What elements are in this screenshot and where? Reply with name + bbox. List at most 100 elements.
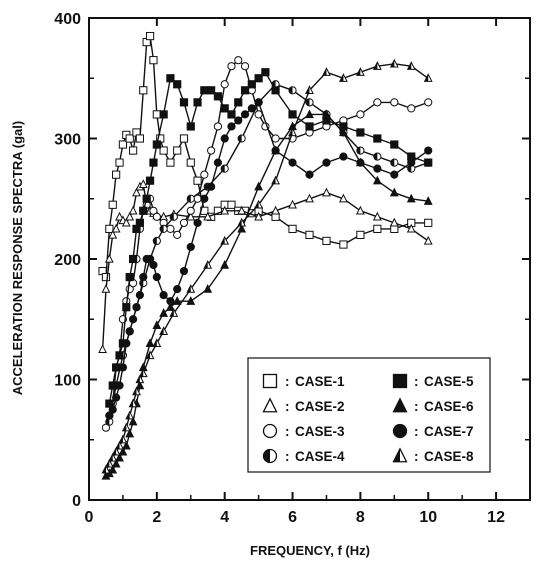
legend-separator: : (414, 374, 419, 389)
x-tick-label: 4 (220, 509, 229, 526)
data-point (254, 181, 264, 191)
data-point (423, 235, 433, 245)
data-point (152, 110, 161, 119)
data-point (227, 200, 236, 209)
data-point (193, 176, 202, 185)
data-point (254, 74, 263, 83)
legend-separator: : (285, 449, 290, 464)
data-point (138, 368, 148, 378)
data-point (203, 284, 213, 293)
series-case-1 (98, 31, 433, 282)
data-point (105, 411, 114, 420)
data-point (166, 297, 175, 306)
data-point (135, 374, 145, 384)
data-point (112, 363, 121, 372)
data-point (108, 452, 118, 462)
data-point (149, 158, 158, 167)
data-point (138, 179, 148, 188)
data-point (271, 86, 280, 95)
data-point (186, 211, 196, 221)
data-point (145, 31, 155, 41)
data-point (271, 146, 280, 155)
legend-separator: : (285, 399, 290, 414)
data-point (125, 428, 135, 438)
series-line-case-7 (108, 101, 429, 416)
data-point (372, 61, 382, 70)
data-point (115, 381, 124, 390)
data-point (128, 398, 138, 408)
legend-label: CASE-5 (424, 374, 474, 389)
data-point (159, 308, 169, 317)
y-tick-label: 200 (54, 252, 81, 269)
data-point (424, 146, 433, 155)
data-point (200, 86, 209, 95)
data-point (139, 272, 148, 282)
data-point (135, 218, 144, 227)
data-point (98, 344, 107, 354)
data-point (145, 254, 155, 264)
data-point (142, 194, 151, 203)
data-point (108, 464, 118, 474)
legend-separator: : (414, 399, 419, 414)
data-point (186, 122, 195, 131)
series-case-8 (101, 58, 433, 474)
data-point (169, 308, 179, 317)
data-point (240, 110, 250, 119)
data-point (227, 110, 236, 119)
series-case-6 (101, 109, 433, 480)
legend-items: : CASE-1: CASE-2: CASE-3: CASE-4: CASE-5: CASE… (262, 373, 474, 464)
data-point (220, 164, 229, 173)
x-tick-label: 8 (356, 509, 365, 526)
data-point (200, 170, 209, 179)
data-point (173, 80, 182, 89)
data-point (406, 61, 416, 70)
legend-item-case-5: : CASE-5 (392, 373, 474, 389)
data-point (112, 170, 121, 179)
x-tick-label: 10 (419, 509, 437, 526)
legend-marker (262, 397, 278, 413)
legend-separator: : (285, 374, 290, 389)
legend-separator: : (414, 449, 419, 464)
data-point (423, 73, 433, 82)
data-point (186, 158, 195, 167)
data-point (207, 182, 216, 191)
data-point (234, 56, 243, 65)
data-point (322, 109, 331, 119)
data-point (356, 158, 365, 167)
data-point (159, 224, 168, 233)
data-point (108, 381, 117, 390)
data-point (152, 320, 162, 329)
y-tick-label: 400 (54, 11, 81, 28)
data-point (424, 158, 433, 167)
data-point (115, 440, 124, 450)
data-point (288, 158, 297, 167)
data-point (322, 158, 331, 167)
data-point (423, 196, 433, 205)
data-point (288, 127, 297, 137)
legend-marker (262, 373, 278, 389)
data-point (118, 140, 128, 149)
data-point (305, 85, 314, 94)
data-point (132, 303, 141, 312)
y-axis-title: ACCELERATION RESPONSE SPECTRA (gal) (10, 121, 25, 395)
data-point (152, 212, 161, 221)
data-point (220, 205, 230, 215)
data-point (112, 393, 121, 402)
x-tick-label: 12 (487, 509, 505, 526)
legend-item-case-8: : CASE-8 (392, 447, 474, 464)
data-point (179, 218, 189, 227)
data-point (407, 104, 416, 113)
data-point (193, 98, 202, 107)
data-point (424, 98, 433, 107)
data-point (121, 217, 131, 227)
data-point (322, 67, 331, 76)
data-point (118, 446, 128, 456)
data-point (139, 86, 148, 95)
data-point (373, 98, 382, 107)
data-point (213, 92, 223, 101)
y-tick-label: 0 (72, 493, 81, 510)
legend-item-case-3: : CASE-3 (262, 423, 345, 439)
data-point (159, 146, 168, 155)
data-point (139, 206, 148, 215)
data-point (288, 224, 297, 233)
